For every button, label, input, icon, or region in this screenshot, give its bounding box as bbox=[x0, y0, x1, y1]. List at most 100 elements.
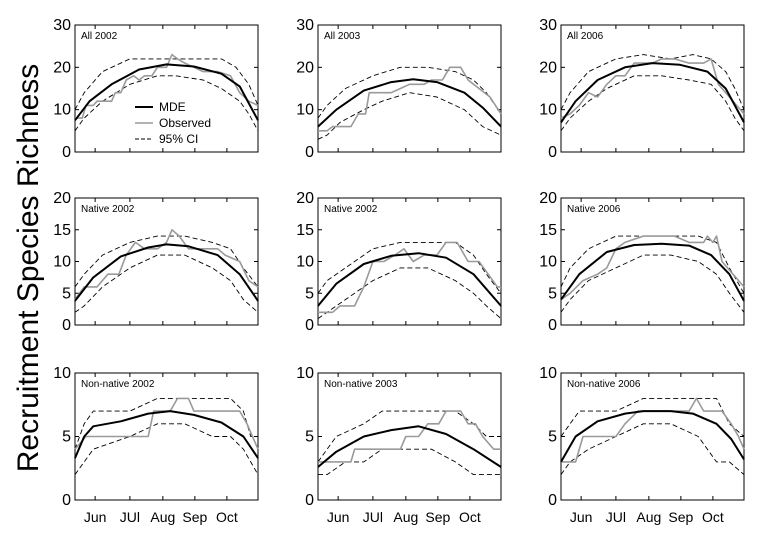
series-line-ci bbox=[317, 241, 502, 294]
y-tick-label: 15 bbox=[296, 222, 314, 239]
series-line-ci bbox=[560, 397, 745, 437]
plot-frame bbox=[317, 24, 502, 153]
series-line-obs bbox=[318, 66, 502, 132]
panel-title: Native 2006 bbox=[567, 204, 621, 215]
series-line-mde bbox=[560, 62, 745, 123]
y-tick-label: 10 bbox=[53, 365, 71, 382]
series-line-ci bbox=[560, 54, 745, 110]
y-tick-label: 20 bbox=[53, 190, 71, 207]
panel-5: 0 5 10 15 20 Native 2002 bbox=[296, 190, 502, 334]
panel-1: 0 10 20 30 All 2002 MDE Observed 95% CI bbox=[53, 17, 259, 161]
x-tick-label: Oct bbox=[459, 509, 481, 525]
panel-title: All 2003 bbox=[324, 31, 361, 42]
y-tick-label: 5 bbox=[62, 429, 71, 446]
x-tick-label: Sep bbox=[668, 509, 693, 525]
series-line-ci bbox=[74, 254, 259, 313]
series-line-mde bbox=[74, 63, 259, 121]
y-tick-label: 0 bbox=[548, 317, 557, 334]
y-tick-label: 5 bbox=[305, 285, 314, 302]
y-tick-label: 20 bbox=[539, 190, 557, 207]
y-tick-label: 10 bbox=[539, 365, 557, 382]
y-tick-label: 10 bbox=[53, 102, 71, 119]
series-line-mde bbox=[317, 78, 502, 128]
x-tick-label: Oct bbox=[702, 509, 724, 525]
panel-6: 0 5 10 15 20 Native 2006 bbox=[539, 190, 745, 334]
series-line-ci bbox=[317, 267, 502, 319]
x-tick-label: JUl bbox=[120, 509, 140, 525]
panel-title: Non-native 2006 bbox=[567, 379, 641, 390]
series-line-ci bbox=[560, 423, 745, 475]
series-line-ci bbox=[560, 75, 745, 132]
series-line-obs bbox=[74, 229, 259, 301]
panel-8: 0 5 10 Jun JUl Aug Sep Oct Non-native 2003 bbox=[296, 365, 502, 525]
x-tick-label: JUl bbox=[363, 509, 383, 525]
series-line-obs bbox=[560, 235, 745, 301]
y-tick-label: 5 bbox=[548, 429, 557, 446]
x-tick-label: Jun bbox=[327, 509, 350, 525]
panel-2: 0 10 20 30 All 2003 bbox=[296, 17, 502, 161]
legend-label: 95% CI bbox=[159, 132, 198, 146]
x-tick-label: Sep bbox=[425, 509, 450, 525]
plot-frame bbox=[74, 197, 259, 326]
x-tick-label: Oct bbox=[216, 509, 238, 525]
panel-3: 0 10 20 30 All 2006 bbox=[539, 17, 745, 161]
panel-9: 0 5 10 Jun JUl Aug Sep Oct Non-native 2006 bbox=[539, 365, 745, 525]
series-line-ci bbox=[317, 66, 502, 119]
y-tick-label: 20 bbox=[53, 59, 71, 76]
y-tick-label: 30 bbox=[53, 17, 71, 34]
y-tick-label: 0 bbox=[62, 492, 71, 509]
series-line-ci bbox=[74, 423, 259, 475]
y-tick-label: 10 bbox=[296, 102, 314, 119]
y-tick-label: 15 bbox=[539, 222, 557, 239]
y-tick-label: 15 bbox=[53, 222, 71, 239]
y-tick-label: 20 bbox=[539, 59, 557, 76]
legend-label: MDE bbox=[159, 100, 186, 114]
y-tick-label: 0 bbox=[62, 317, 71, 334]
y-tick-label: 5 bbox=[305, 429, 314, 446]
series-line-obs bbox=[318, 241, 501, 314]
series-line-obs bbox=[74, 397, 259, 450]
x-tick-label: Aug bbox=[636, 509, 661, 525]
y-tick-label: 30 bbox=[296, 17, 314, 34]
series-line-mde bbox=[317, 252, 502, 307]
y-tick-label: 10 bbox=[296, 365, 314, 382]
plot-frame bbox=[560, 24, 745, 153]
series-line-ci bbox=[560, 254, 745, 313]
x-tick-label: Aug bbox=[393, 509, 418, 525]
y-tick-label: 30 bbox=[539, 17, 557, 34]
x-tick-label: Jun bbox=[570, 509, 593, 525]
y-tick-label: 0 bbox=[305, 144, 314, 161]
series-line-mde bbox=[560, 410, 745, 463]
series-line-obs bbox=[318, 410, 501, 463]
y-tick-label: 0 bbox=[62, 144, 71, 161]
series-line-ci bbox=[318, 448, 501, 476]
y-tick-label: 5 bbox=[62, 285, 71, 302]
legend-label: Observed bbox=[159, 116, 211, 130]
series-line-obs bbox=[75, 53, 259, 119]
panel-title: All 2006 bbox=[567, 31, 604, 42]
y-tick-label: 5 bbox=[548, 285, 557, 302]
series-line-mde bbox=[560, 242, 745, 302]
series-line-ci bbox=[74, 235, 259, 288]
series-line-ci bbox=[317, 92, 502, 140]
series-line-mde bbox=[74, 410, 259, 459]
panel-title: Non-native 2002 bbox=[81, 379, 155, 390]
series-line-mde bbox=[74, 243, 259, 302]
y-tick-label: 20 bbox=[296, 59, 314, 76]
y-tick-label: 0 bbox=[305, 317, 314, 334]
x-tick-label: Jun bbox=[84, 509, 107, 525]
x-tick-label: Sep bbox=[182, 509, 207, 525]
series-line-obs bbox=[561, 397, 745, 463]
legend: MDE Observed 95% CI bbox=[135, 100, 211, 146]
panel-4: 0 5 10 15 20 Native 2002 bbox=[53, 190, 259, 334]
y-tick-label: 10 bbox=[53, 254, 71, 271]
panel-title: Native 2002 bbox=[324, 204, 378, 215]
series-line-ci bbox=[560, 235, 745, 294]
y-tick-label: 0 bbox=[548, 492, 557, 509]
panel-title: Native 2002 bbox=[81, 204, 135, 215]
y-tick-label: 10 bbox=[539, 102, 557, 119]
panel-title: All 2002 bbox=[81, 31, 118, 42]
y-tick-label: 10 bbox=[539, 254, 557, 271]
series-line-mde bbox=[317, 425, 502, 468]
